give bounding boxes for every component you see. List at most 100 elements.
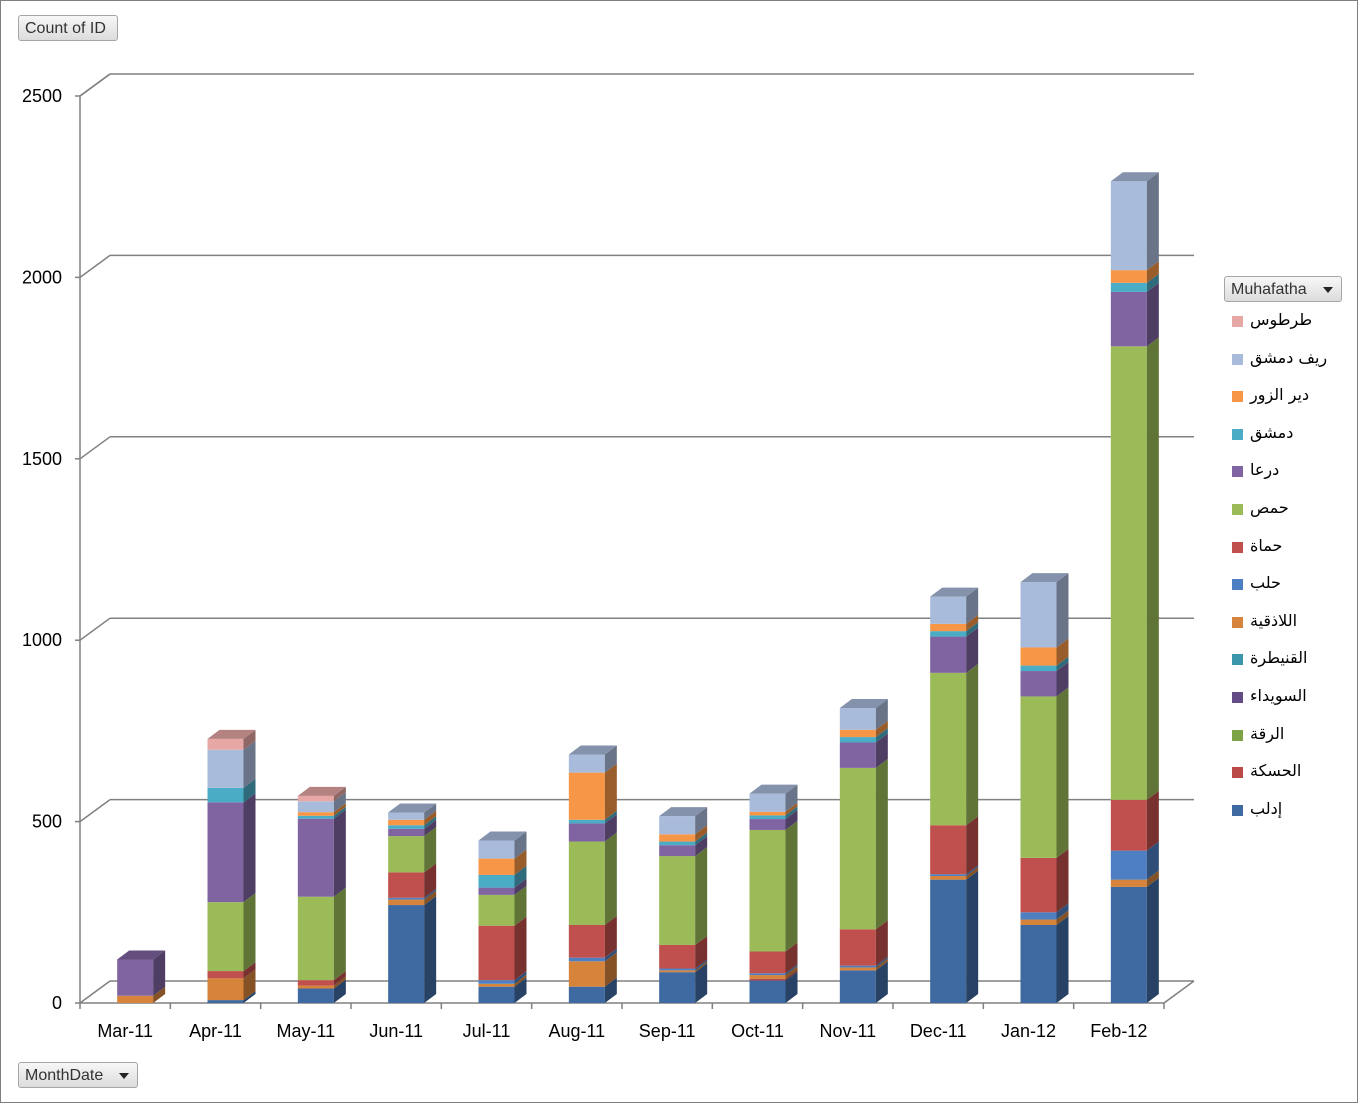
bar-segment	[1110, 799, 1147, 851]
bar-segment	[1020, 924, 1057, 1003]
x-tick-label: Feb-12	[1090, 1021, 1147, 1041]
x-tick-label: May-11	[276, 1021, 335, 1041]
bar-segment-side	[243, 729, 256, 750]
value-field-label: Count of ID	[25, 20, 106, 37]
bar-segment	[478, 894, 515, 926]
bar-segment-side	[785, 969, 798, 981]
bar-segment	[388, 905, 425, 1003]
bar-segment-side	[243, 962, 256, 979]
bar-segment	[659, 970, 696, 973]
legend-swatch	[1232, 616, 1243, 628]
bar-segment-side	[424, 816, 437, 829]
bar-segment	[388, 828, 425, 837]
bar-segment	[568, 986, 605, 1003]
legend-swatch	[1232, 466, 1243, 478]
legend-label: دير الزور	[1250, 385, 1310, 405]
bar-segment	[659, 972, 696, 1003]
bar-segment-side	[785, 810, 798, 830]
bar-segment-top	[568, 745, 617, 755]
bar-segment-side	[514, 831, 527, 859]
bar-segment	[659, 968, 696, 971]
bar-segment-side	[875, 961, 888, 1003]
bar-segment-side	[875, 920, 888, 966]
bar-segment-side	[695, 959, 708, 971]
bar-segment	[659, 944, 696, 969]
x-tick-label: Sep-11	[639, 1021, 696, 1041]
bar-segment	[1110, 291, 1147, 347]
bar-segment-side	[695, 832, 708, 846]
gridline-depth	[79, 254, 111, 279]
bar-segment	[659, 856, 696, 945]
bar-segment	[1110, 850, 1147, 880]
bar-segment-side	[424, 827, 437, 873]
y-tick-label: 500	[32, 812, 62, 832]
bar-segment-side	[785, 971, 798, 1003]
bar-segment-top	[1020, 573, 1069, 583]
bar-segment-side	[243, 969, 256, 1001]
x-tick-label: Oct-11	[731, 1021, 784, 1041]
bar-segment-side	[243, 778, 256, 803]
bar-segment	[659, 816, 696, 835]
bar-segment-side	[243, 793, 256, 903]
bar-segment-side	[333, 979, 346, 1003]
bar-segment	[1020, 857, 1057, 913]
bar-segment-top	[1110, 172, 1159, 182]
chevron-down-icon[interactable]	[119, 1073, 129, 1079]
value-field-button[interactable]: Count of ID	[18, 15, 118, 41]
bar-segment	[297, 795, 334, 802]
bar-segment	[839, 929, 876, 966]
bar-segment	[839, 970, 876, 1003]
bar-segment	[1020, 647, 1057, 666]
bar-segment	[568, 823, 605, 842]
axis-field-label: MonthDate	[25, 1067, 104, 1084]
bar-segment-side	[785, 784, 798, 812]
legend-label: حماة	[1250, 535, 1283, 555]
gridline-depth	[79, 617, 111, 641]
axis-field-button[interactable]: MonthDate	[18, 1062, 138, 1088]
bar-segment-side	[785, 806, 798, 820]
legend-field-button[interactable]: Muhafatha	[1224, 276, 1342, 302]
legend-label: ريف دمشق	[1250, 347, 1328, 367]
bar-segment-side	[875, 733, 888, 768]
legend-swatch	[1232, 692, 1243, 703]
x-tick-label: Aug-11	[548, 1021, 605, 1041]
bar-segment-side	[514, 865, 527, 888]
bar-segment	[1020, 665, 1057, 672]
bar-segment-top	[930, 587, 979, 597]
bar-segment-side	[333, 887, 346, 981]
legend-swatch	[1232, 767, 1243, 779]
bar-segment-side	[1146, 337, 1159, 800]
bar-segment	[1020, 671, 1057, 697]
chevron-down-icon[interactable]	[1323, 287, 1333, 293]
x-tick-label: Nov-11	[819, 1021, 876, 1041]
bar-segment-side	[966, 614, 979, 632]
bar-segment-side	[333, 792, 346, 813]
bar-segment-side	[1146, 282, 1159, 347]
bar-segment	[839, 729, 876, 738]
bar-segment	[568, 961, 605, 987]
legend-swatch	[1232, 428, 1243, 440]
bar-segment	[930, 825, 967, 875]
bar-segment-side	[785, 966, 798, 979]
bar-segment-side	[875, 728, 888, 743]
x-tick-label: Mar-11	[97, 1021, 153, 1041]
bar-segment-side	[695, 935, 708, 969]
gridline-depth	[79, 798, 111, 823]
bar-segment	[839, 708, 876, 730]
legend-label: الرقة	[1250, 723, 1285, 743]
bar-segment	[568, 957, 605, 962]
bar-segment	[749, 980, 786, 1003]
bar-segment-side	[604, 810, 617, 824]
bar-segment	[207, 787, 244, 803]
bar-segment	[749, 829, 786, 952]
bar-segment	[297, 801, 334, 813]
bar-segment	[297, 988, 334, 1003]
bar-segment-side	[514, 916, 527, 981]
bar-segment	[839, 965, 876, 968]
y-tick-label: 2000	[22, 267, 62, 287]
bar-segment-side	[1146, 870, 1159, 887]
bar-segment	[297, 818, 334, 897]
bar-segment-side	[604, 977, 617, 1003]
bar-segment-side	[514, 977, 527, 1003]
